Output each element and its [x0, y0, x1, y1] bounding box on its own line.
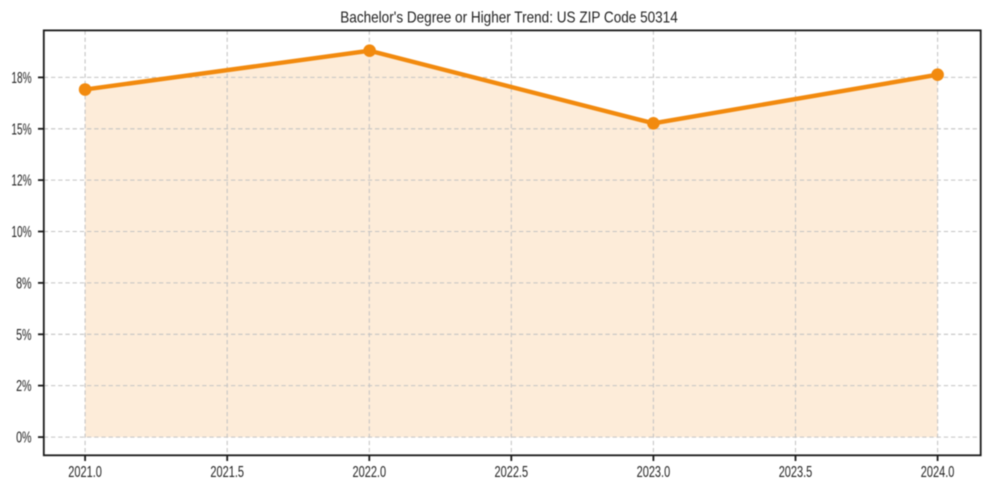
svg-text:2022.0: 2022.0: [353, 464, 387, 481]
svg-text:2021.5: 2021.5: [210, 464, 244, 481]
svg-text:8%: 8%: [16, 276, 32, 293]
svg-text:2024.0: 2024.0: [921, 464, 955, 481]
svg-text:2022.5: 2022.5: [495, 464, 529, 481]
svg-text:10%: 10%: [11, 224, 31, 241]
svg-text:2023.5: 2023.5: [779, 464, 813, 481]
svg-text:12%: 12%: [11, 173, 31, 190]
svg-text:2021.0: 2021.0: [68, 464, 102, 481]
svg-text:0%: 0%: [16, 430, 32, 447]
svg-text:2%: 2%: [16, 378, 32, 395]
svg-text:18%: 18%: [11, 70, 31, 87]
svg-text:2023.0: 2023.0: [637, 464, 671, 481]
svg-text:5%: 5%: [16, 327, 32, 344]
svg-text:Bachelor's Degree or Higher Tr: Bachelor's Degree or Higher Trend: US ZI…: [340, 10, 678, 27]
svg-text:15%: 15%: [11, 121, 31, 138]
